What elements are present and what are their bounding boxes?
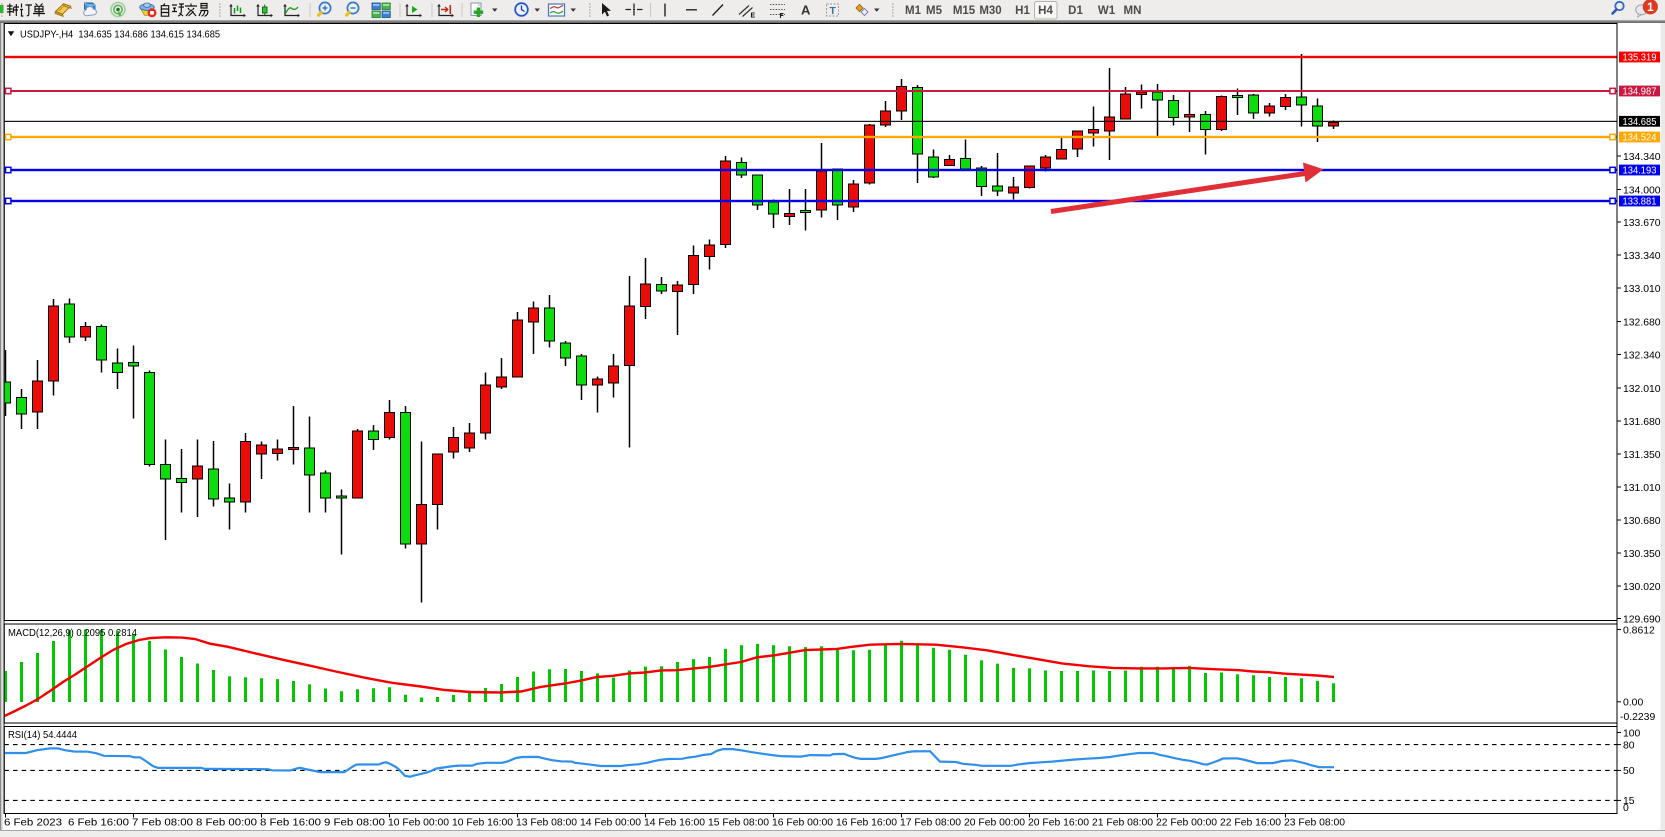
svg-text:130.350: 130.350: [1623, 549, 1661, 560]
svg-text:80: 80: [1623, 740, 1635, 751]
svg-text:16 Feb 16:00: 16 Feb 16:00: [836, 818, 897, 829]
svg-text:133.340: 133.340: [1623, 251, 1661, 262]
svg-text:T: T: [830, 5, 837, 17]
svg-text:M1: M1: [905, 5, 922, 17]
svg-text:134.193: 134.193: [1623, 166, 1658, 177]
svg-text:16 Feb 00:00: 16 Feb 00:00: [772, 818, 833, 829]
svg-text:W1: W1: [1098, 5, 1116, 17]
svg-text:D1: D1: [1068, 5, 1083, 17]
svg-text:100: 100: [1623, 728, 1641, 739]
svg-text:133.670: 133.670: [1623, 218, 1661, 229]
svg-text:20 Feb 16:00: 20 Feb 16:00: [1028, 818, 1089, 829]
svg-text:17 Feb 08:00: 17 Feb 08:00: [900, 818, 961, 829]
svg-text:A: A: [801, 3, 811, 18]
svg-text:132.340: 132.340: [1623, 350, 1661, 361]
svg-text:21 Feb 08:00: 21 Feb 08:00: [1092, 818, 1153, 829]
svg-text:E: E: [751, 13, 756, 20]
svg-text:6 Feb 2023: 6 Feb 2023: [4, 818, 62, 829]
svg-text:0.00: 0.00: [1623, 698, 1643, 709]
svg-text:132.010: 132.010: [1623, 384, 1661, 395]
svg-text:13 Feb 08:00: 13 Feb 08:00: [516, 818, 577, 829]
svg-text:8 Feb 16:00: 8 Feb 16:00: [260, 818, 321, 829]
svg-text:134.987: 134.987: [1623, 87, 1657, 98]
svg-text:15 Feb 08:00: 15 Feb 08:00: [708, 818, 769, 829]
svg-text:H4: H4: [1038, 5, 1053, 17]
svg-text:-0.2239: -0.2239: [1620, 712, 1655, 723]
svg-text:7 Feb 08:00: 7 Feb 08:00: [132, 818, 193, 829]
svg-text:6 Feb 16:00: 6 Feb 16:00: [68, 818, 129, 829]
svg-text:H1: H1: [1015, 5, 1030, 17]
svg-text:MACD(12,26,9) 0.2095 0.2814: MACD(12,26,9) 0.2095 0.2814: [8, 628, 137, 639]
svg-text:50: 50: [1623, 766, 1635, 777]
svg-text:0: 0: [1623, 803, 1629, 814]
svg-text:130.020: 130.020: [1623, 582, 1661, 593]
svg-text:131.010: 131.010: [1623, 483, 1661, 494]
svg-text:10 Feb 00:00: 10 Feb 00:00: [388, 818, 449, 829]
svg-text:134.524: 134.524: [1623, 133, 1658, 144]
svg-text:10 Feb 16:00: 10 Feb 16:00: [452, 818, 513, 829]
svg-text:22 Feb 00:00: 22 Feb 00:00: [1156, 818, 1217, 829]
svg-text:M5: M5: [926, 5, 943, 17]
svg-text:14 Feb 16:00: 14 Feb 16:00: [644, 818, 705, 829]
svg-text:8 Feb 00:00: 8 Feb 00:00: [196, 818, 257, 829]
svg-text:MN: MN: [1124, 5, 1142, 17]
svg-text:USDJPY-,H4 134.635 134.686 13: USDJPY-,H4 134.635 134.686 134.615 134.6…: [20, 29, 220, 40]
svg-text:132.680: 132.680: [1623, 317, 1661, 328]
svg-text:F: F: [780, 13, 785, 20]
svg-text:134.685: 134.685: [1623, 117, 1658, 128]
svg-text:134.000: 134.000: [1623, 185, 1661, 196]
svg-text:0.8612: 0.8612: [1623, 625, 1655, 636]
svg-text:22 Feb 16:00: 22 Feb 16:00: [1220, 818, 1281, 829]
svg-text:23 Feb 08:00: 23 Feb 08:00: [1284, 818, 1345, 829]
svg-text:131.350: 131.350: [1623, 450, 1661, 461]
svg-text:133.010: 133.010: [1623, 284, 1661, 295]
svg-text:133.881: 133.881: [1623, 197, 1657, 208]
svg-text:135.319: 135.319: [1623, 53, 1657, 64]
svg-text:14 Feb 00:00: 14 Feb 00:00: [580, 818, 641, 829]
svg-text:9 Feb 08:00: 9 Feb 08:00: [324, 818, 385, 829]
svg-text:20 Feb 00:00: 20 Feb 00:00: [964, 818, 1025, 829]
svg-text:15: 15: [1623, 796, 1635, 807]
svg-text:RSI(14) 54.4444: RSI(14) 54.4444: [8, 730, 77, 741]
svg-text:131.680: 131.680: [1623, 417, 1661, 428]
svg-text:129.690: 129.690: [1623, 614, 1661, 625]
svg-text:130.680: 130.680: [1623, 516, 1661, 527]
svg-text:134.340: 134.340: [1623, 152, 1661, 163]
svg-text:1: 1: [1647, 0, 1654, 14]
svg-text:M15: M15: [953, 5, 976, 17]
svg-text:M30: M30: [979, 5, 1001, 17]
